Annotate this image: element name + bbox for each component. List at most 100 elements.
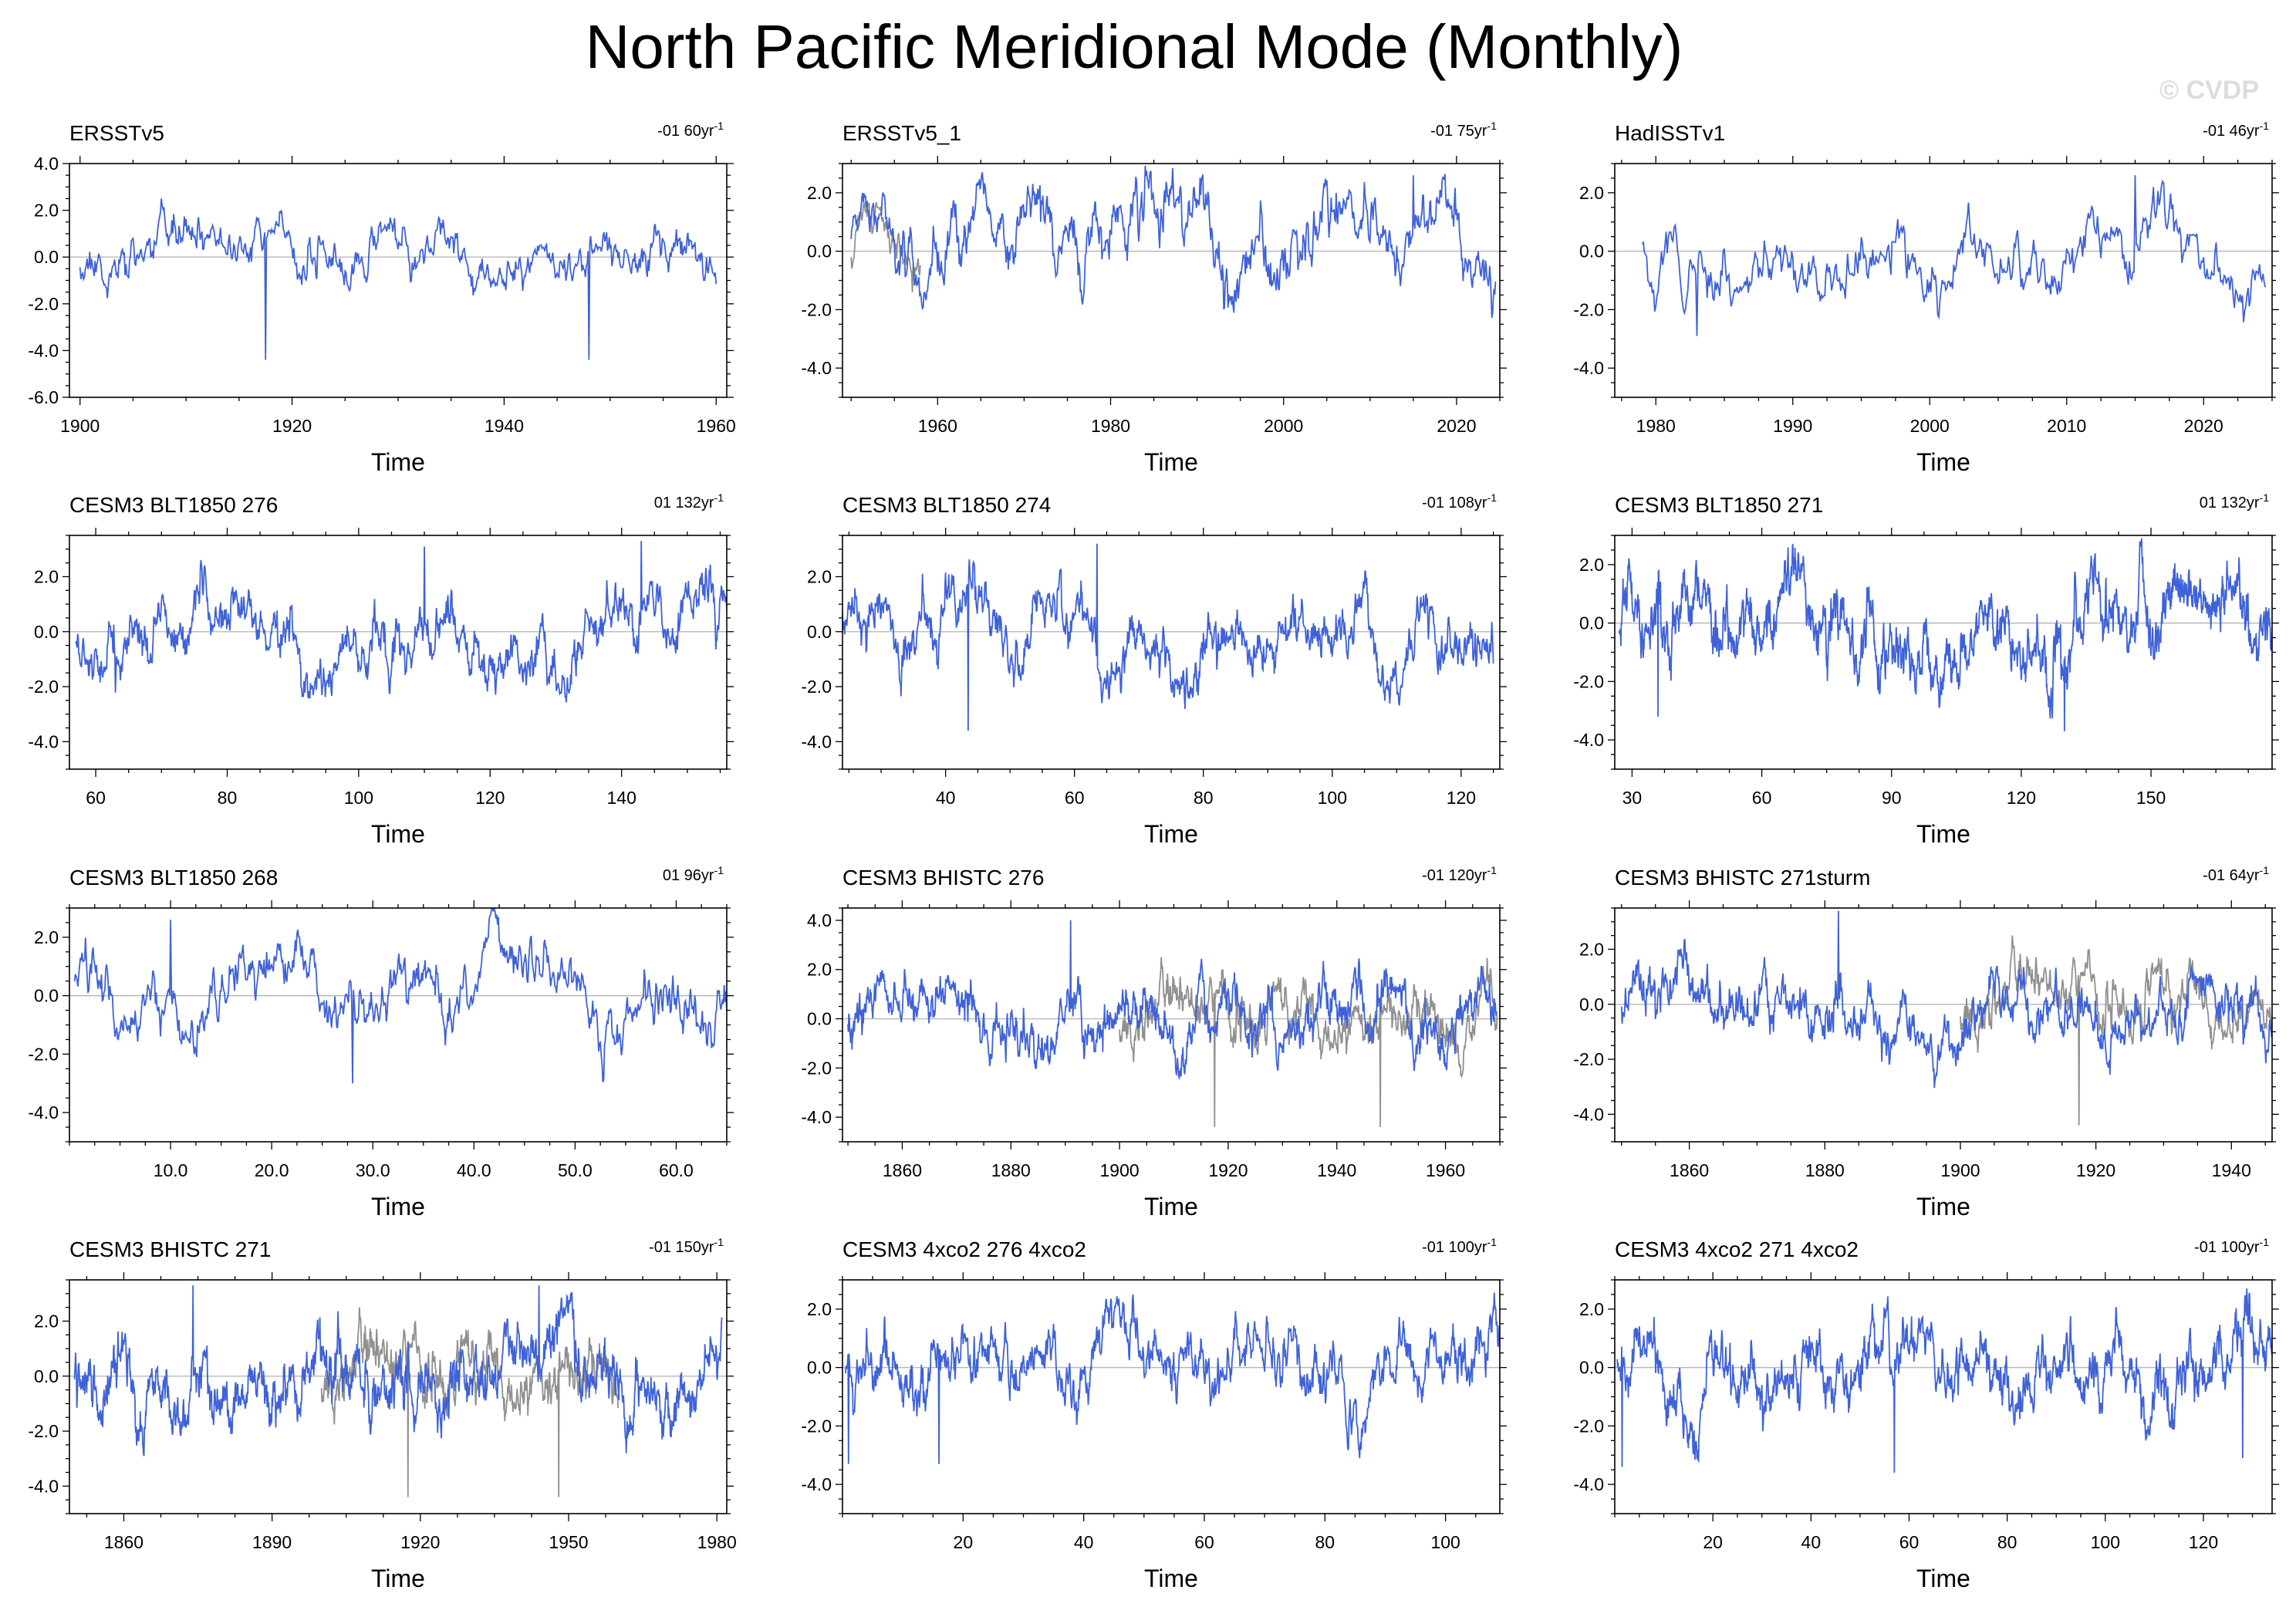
y-tick-label: 2.0 — [807, 183, 832, 203]
panel-title: CESM3 BHISTC 276 — [842, 866, 1044, 890]
model-series-line — [79, 198, 718, 360]
trend-exponent: -1 — [2260, 491, 2270, 504]
x-tick-label: 1920 — [400, 1532, 440, 1552]
trend-value: -01 75yr — [1430, 123, 1487, 140]
y-tick-label: 0.0 — [1579, 613, 1604, 633]
y-tick-label: 0.0 — [34, 622, 59, 642]
x-tick-label: 2020 — [2184, 416, 2223, 436]
panel: CESM3 BLT1850 268 01 96yr-1 -4.0 -2.0 0.0 2.0… — [28, 864, 734, 1220]
x-axis-label: Time — [1916, 1565, 1970, 1592]
x-tick-label: 1920 — [2076, 1160, 2115, 1180]
y-tick-label: -2.0 — [1573, 1049, 1604, 1069]
x-tick-label: 1880 — [1805, 1160, 1845, 1180]
y-tick-label: -4.0 — [28, 731, 59, 751]
plot-frame — [69, 535, 728, 770]
y-tick-label: -6.0 — [28, 387, 59, 407]
x-tick-label: 1990 — [1773, 416, 1812, 436]
trend-exponent: -1 — [714, 864, 724, 876]
obs-series-line — [320, 1307, 619, 1497]
y-tick-label: -2.0 — [801, 677, 832, 697]
model-series-line — [845, 1292, 1500, 1464]
y-tick-label: -4.0 — [28, 340, 59, 360]
panel-title: CESM3 BHISTC 271sturm — [1615, 866, 1870, 890]
trend-exponent: -1 — [1487, 1236, 1497, 1248]
x-tick-label: 1940 — [1317, 1160, 1356, 1180]
y-tick-label: -2.0 — [28, 1421, 59, 1441]
x-tick-label: 50.0 — [558, 1160, 593, 1180]
y-tick-label: 0.0 — [807, 1358, 832, 1378]
x-tick-label: 150 — [2136, 788, 2166, 808]
y-tick-label: -2.0 — [1573, 1416, 1604, 1436]
model-series-line — [1620, 910, 2272, 1089]
x-tick-label: 60 — [1899, 1532, 1920, 1552]
trend-exponent: -1 — [1487, 864, 1497, 876]
y-tick-label: -4.0 — [1573, 730, 1604, 750]
panel-title: ERSSTv5 — [69, 121, 164, 145]
obs-series-line — [850, 201, 921, 292]
x-tick-label: 1940 — [2212, 1160, 2251, 1180]
watermark: © CVDP — [2159, 76, 2259, 105]
x-tick-label: 1860 — [1670, 1160, 1709, 1180]
x-axis-label: Time — [371, 1193, 425, 1220]
x-tick-label: 1900 — [1940, 1160, 1980, 1180]
x-tick-label: 1960 — [918, 416, 957, 436]
x-tick-label: 60.0 — [659, 1160, 694, 1180]
panel-trend: -01 60yr-1 — [657, 120, 724, 140]
panel: CESM3 4xco2 271 4xco2 -01 100yr-1 -4.0 -2.0… — [1573, 1236, 2279, 1592]
obs-series-line — [1960, 935, 2272, 1126]
x-tick-label: 100 — [2091, 1532, 2120, 1552]
trend-exponent: -1 — [2260, 120, 2270, 132]
plot-frame — [69, 907, 728, 1143]
y-tick-label: -2.0 — [28, 677, 59, 697]
x-tick-label: 1950 — [549, 1532, 588, 1552]
x-tick-label: 20.0 — [255, 1160, 289, 1180]
trend-exponent: -1 — [714, 120, 724, 132]
x-tick-label: 2020 — [1437, 416, 1476, 436]
panel-trend: 01 132yr-1 — [654, 491, 724, 511]
panel-trend: -01 75yr-1 — [1430, 120, 1497, 140]
x-tick-label: 100 — [1430, 1532, 1460, 1552]
panel: CESM3 BLT1850 276 01 132yr-1 -4.0 -2.0 0.0 2.… — [28, 491, 734, 848]
trend-value: -01 100yr — [1422, 1239, 1487, 1256]
panel: CESM3 4xco2 276 4xco2 -01 100yr-1 -4.0 -2.0… — [801, 1236, 1507, 1592]
y-tick-label: -4.0 — [801, 1107, 832, 1127]
y-tick-label: 0.0 — [807, 1009, 832, 1029]
y-tick-label: -2.0 — [801, 299, 832, 319]
panel-title: CESM3 4xco2 271 4xco2 — [1615, 1237, 1859, 1261]
x-tick-label: 60 — [86, 788, 106, 808]
trend-exponent: -1 — [2260, 1236, 2270, 1248]
x-axis-label: Time — [1144, 1565, 1198, 1592]
panel: CESM3 BLT1850 274 -01 108yr-1 -4.0 -2.0 0.0 2… — [801, 491, 1507, 848]
panel: CESM3 BHISTC 271 -01 150yr-1 -4.0 -2.0 0.0 2.… — [28, 1236, 736, 1592]
y-tick-label: -4.0 — [1573, 1104, 1604, 1124]
x-tick-label: 120 — [1447, 788, 1476, 808]
y-tick-label: 0.0 — [807, 241, 832, 262]
trend-value: 01 132yr — [654, 495, 714, 511]
panel-trend: -01 100yr-1 — [2194, 1236, 2269, 1256]
plot-frame — [69, 1279, 728, 1514]
y-tick-label: 0.0 — [1579, 994, 1604, 1014]
y-tick-label: -2.0 — [801, 1058, 832, 1078]
y-tick-label: -2.0 — [1573, 671, 1604, 691]
x-tick-label: 10.0 — [154, 1160, 188, 1180]
x-tick-label: 20 — [1703, 1532, 1723, 1552]
panel: CESM3 BLT1850 271 01 132yr-1 -4.0 -2.0 0.0 2.… — [1573, 491, 2279, 848]
x-tick-label: 1890 — [252, 1532, 292, 1552]
x-tick-label: 100 — [344, 788, 373, 808]
trend-value: -01 120yr — [1422, 867, 1487, 884]
x-axis-label: Time — [1144, 1193, 1198, 1220]
trend-exponent: -1 — [1487, 120, 1497, 132]
panel-trend: -01 150yr-1 — [649, 1236, 724, 1256]
y-tick-label: 2.0 — [807, 960, 832, 980]
x-tick-label: 1900 — [1100, 1160, 1140, 1180]
plot-frame — [1614, 907, 2273, 1143]
trend-value: -01 60yr — [657, 123, 714, 140]
y-tick-label: 0.0 — [1579, 241, 1604, 262]
x-tick-label: 1960 — [1426, 1160, 1465, 1180]
x-tick-label: 40 — [1074, 1532, 1094, 1552]
y-tick-label: -4.0 — [1573, 358, 1604, 378]
y-tick-label: 4.0 — [807, 910, 832, 930]
x-tick-label: 1940 — [485, 416, 524, 436]
x-tick-label: 30.0 — [356, 1160, 390, 1180]
